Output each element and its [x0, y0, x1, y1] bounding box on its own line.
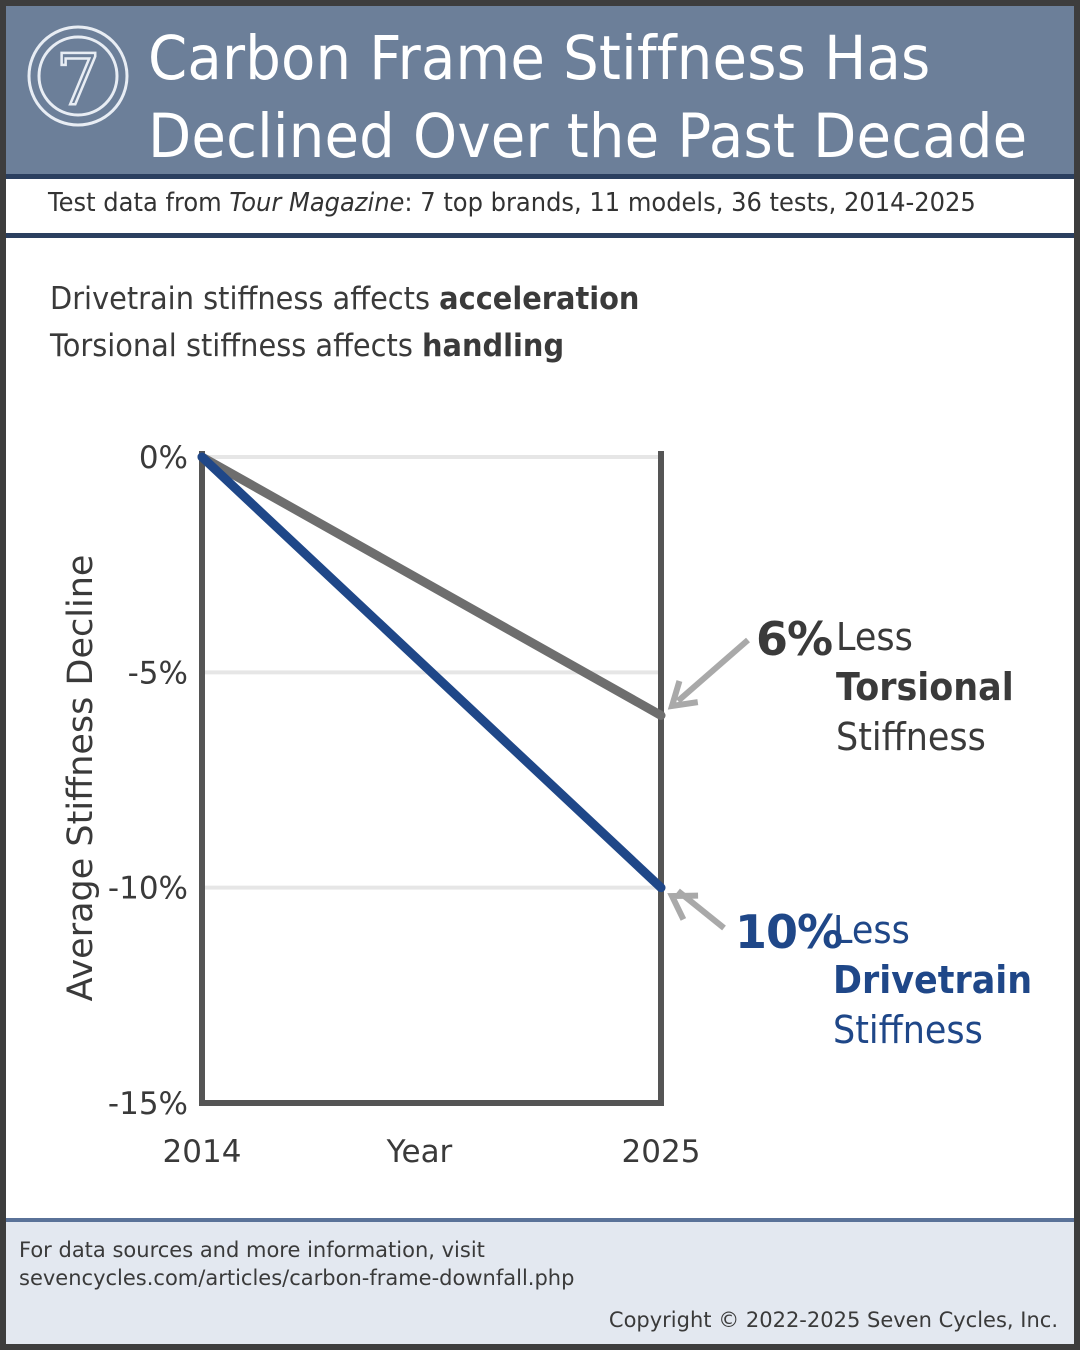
- y-axis-label: Average Stiffness Decline: [61, 555, 101, 1002]
- header-divider: [6, 174, 1074, 179]
- y-tick-label: -15%: [108, 1086, 188, 1122]
- intro-line-2-bold: handling: [422, 328, 565, 364]
- intro-line-1-bold: acceleration: [439, 281, 640, 317]
- annotation-arrow: [676, 637, 750, 704]
- page-title: Carbon Frame Stiffness Has Declined Over…: [148, 20, 1028, 176]
- series-line-drivetrain-stiffness: [197, 452, 666, 893]
- intro-line-1-text: Drivetrain stiffness affects: [50, 281, 440, 317]
- annotation-word-2: Torsional: [836, 665, 1014, 709]
- axis-frame: [199, 451, 664, 1106]
- title-line-2: Declined Over the Past Decade: [148, 101, 1028, 172]
- annotation-word-1: Less: [833, 908, 910, 952]
- subtitle-divider: [6, 233, 1074, 238]
- annotation-percent: 10%: [735, 905, 843, 959]
- y-tick-label: -5%: [128, 655, 188, 691]
- subtitle-source: Tour Magazine: [229, 188, 405, 218]
- intro-line-1: Drivetrain stiffness affects acceleratio…: [50, 276, 639, 323]
- footer: For data sources and more information, v…: [6, 1218, 1074, 1348]
- header-banner: 7 Carbon Frame Stiffness Has Declined Ov…: [6, 6, 1074, 174]
- intro-line-2-text: Torsional stiffness affects: [50, 328, 423, 364]
- annotation-word-2: Drivetrain: [833, 958, 1033, 1002]
- title-line-1: Carbon Frame Stiffness Has: [148, 23, 931, 94]
- annotation-label: 10% Less Drivetrain Stiffness: [735, 905, 1032, 1052]
- x-tick-label: 2025: [622, 1134, 701, 1170]
- seven-logo-icon: 7: [27, 25, 129, 127]
- x-tick-label: 2014: [163, 1134, 242, 1170]
- annotation-arrowhead: [667, 680, 699, 710]
- subtitle: Test data from Tour Magazine: 7 top bran…: [48, 188, 976, 218]
- footer-info: For data sources and more information, v…: [19, 1236, 574, 1292]
- series-line-torsional-stiffness: [197, 452, 666, 720]
- copyright: Copyright © 2022-2025 Seven Cycles, Inc.: [608, 1308, 1058, 1332]
- annotation-arrowhead: [667, 892, 699, 921]
- footer-link[interactable]: sevencycles.com/articles/carbon-frame-do…: [19, 1266, 575, 1290]
- x-axis-label: Year: [386, 1134, 453, 1170]
- annotation-word-1: Less: [836, 615, 913, 659]
- footer-info-line-1: For data sources and more information, v…: [19, 1238, 485, 1262]
- annotation-label: 6% Less Torsional Stiffness: [756, 612, 1014, 759]
- y-tick-label: 0%: [139, 440, 188, 476]
- annotation-word-3: Stiffness: [836, 715, 986, 759]
- y-tick-label: -10%: [108, 871, 188, 907]
- intro-text: Drivetrain stiffness affects acceleratio…: [50, 276, 639, 370]
- annotation-word-3: Stiffness: [833, 1008, 983, 1052]
- subtitle-prefix: Test data from: [48, 188, 230, 218]
- subtitle-suffix: : 7 top brands, 11 models, 36 tests, 201…: [404, 188, 976, 218]
- intro-line-2: Torsional stiffness affects handling: [50, 323, 639, 370]
- annotation-percent: 6%: [756, 612, 833, 666]
- logo-glyph: 7: [56, 39, 101, 121]
